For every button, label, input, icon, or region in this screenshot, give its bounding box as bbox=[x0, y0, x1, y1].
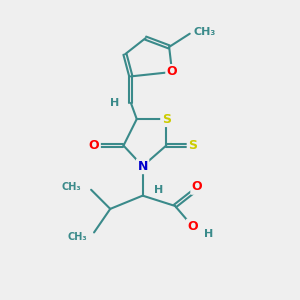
Text: O: O bbox=[192, 180, 203, 193]
Text: CH₃: CH₃ bbox=[61, 182, 81, 192]
Text: H: H bbox=[205, 229, 214, 239]
Text: O: O bbox=[167, 65, 177, 79]
Text: S: S bbox=[162, 112, 171, 126]
Text: H: H bbox=[110, 98, 119, 108]
Text: O: O bbox=[188, 220, 198, 233]
Text: CH₃: CH₃ bbox=[193, 27, 215, 37]
Text: N: N bbox=[137, 160, 148, 173]
Text: CH₃: CH₃ bbox=[67, 232, 87, 242]
Text: S: S bbox=[188, 139, 197, 152]
Text: O: O bbox=[89, 139, 99, 152]
Text: H: H bbox=[154, 185, 164, 195]
